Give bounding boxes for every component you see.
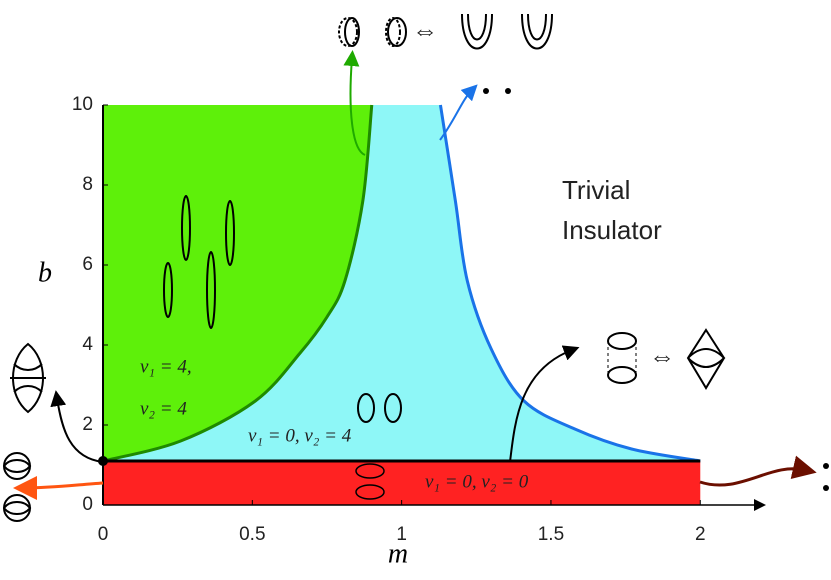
annotation: ν₁ = 4, <box>140 356 192 377</box>
annotation: Trivial <box>562 175 630 205</box>
y-tick-label: 10 <box>72 94 93 115</box>
annotation: ν₂ = 4 <box>140 398 187 419</box>
annotation: Insulator <box>562 215 662 245</box>
decorations <box>3 13 829 522</box>
x-tick-label: 0.5 <box>239 524 265 545</box>
y-tick-label: 2 <box>82 414 93 435</box>
region <box>103 105 701 461</box>
y-tick-label: 8 <box>82 174 93 195</box>
region <box>103 105 372 461</box>
boundary <box>102 104 374 463</box>
annotation: ⇔ <box>649 341 675 371</box>
x-axis-label: m <box>388 538 408 569</box>
marks <box>98 104 766 511</box>
y-tick-label: 4 <box>82 334 93 355</box>
annotation: ⇔ <box>412 15 438 45</box>
y-tick-label: 6 <box>82 254 93 275</box>
x-tick-label: 1 <box>396 524 407 545</box>
annotation: ν₁ = 0, ν₂ = 0 <box>425 471 529 492</box>
labels: m b 0 2 4 6 8 10 0 0.5 1 1.5 2 Trivial Insulator ν₁ =… <box>38 15 706 570</box>
x-tick-label: 1.5 <box>538 524 564 545</box>
y-tick-label: 0 <box>82 494 93 515</box>
x-tick-label: 0 <box>98 524 109 545</box>
regions <box>103 105 701 505</box>
boundary <box>438 104 701 463</box>
x-tick-label: 2 <box>695 524 706 545</box>
y-axis-label: b <box>38 257 52 288</box>
region <box>103 461 701 505</box>
annotation: ν₁ = 0, ν₂ = 4 <box>248 425 352 446</box>
